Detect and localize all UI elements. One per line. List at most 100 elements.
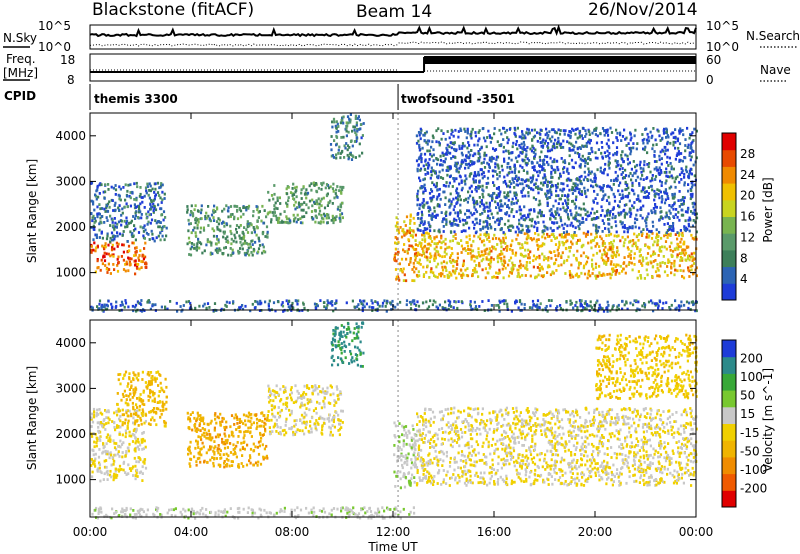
power-cell bbox=[453, 148, 457, 152]
power-cell bbox=[303, 306, 306, 310]
power-cell bbox=[448, 198, 451, 202]
power-cell bbox=[464, 166, 467, 170]
power-cell bbox=[582, 127, 585, 130]
power-cell bbox=[565, 240, 568, 244]
power-cell bbox=[570, 273, 573, 277]
power-cell bbox=[639, 206, 643, 210]
power-cell bbox=[114, 193, 117, 196]
power-cell bbox=[652, 127, 655, 130]
power-cell bbox=[90, 245, 93, 248]
power-cell bbox=[515, 210, 518, 214]
power-cell bbox=[96, 259, 99, 263]
power-cell bbox=[296, 213, 299, 217]
power-cell bbox=[532, 188, 535, 192]
power-cell bbox=[510, 309, 513, 313]
power-cell bbox=[446, 246, 449, 250]
power-cell bbox=[565, 230, 568, 234]
power-cell bbox=[412, 216, 415, 220]
power-cell bbox=[616, 160, 619, 163]
power-cell bbox=[504, 149, 508, 153]
power-colorbar-swatch bbox=[722, 183, 736, 201]
power-cell bbox=[633, 171, 636, 175]
power-cell bbox=[669, 248, 672, 252]
power-cell bbox=[424, 132, 427, 135]
velocity-cell bbox=[129, 469, 133, 472]
power-cell bbox=[695, 266, 698, 270]
power-cell bbox=[508, 224, 511, 228]
power-cell bbox=[429, 299, 432, 303]
power-cell bbox=[389, 301, 392, 305]
power-cell bbox=[423, 220, 426, 224]
power-cell bbox=[483, 243, 486, 247]
power-cell bbox=[114, 235, 117, 238]
power-cell bbox=[658, 173, 661, 176]
power-cell bbox=[262, 249, 265, 253]
power-cell bbox=[100, 221, 103, 225]
power-cell bbox=[137, 256, 140, 260]
power-cell bbox=[511, 252, 514, 255]
power-cell bbox=[664, 198, 667, 202]
power-cell bbox=[528, 212, 531, 216]
power-cell bbox=[496, 260, 500, 264]
power-cell bbox=[580, 190, 583, 193]
power-cell bbox=[336, 185, 339, 188]
power-cell bbox=[540, 265, 543, 269]
power-cell bbox=[411, 268, 414, 271]
power-cell bbox=[492, 174, 495, 178]
power-cell bbox=[345, 129, 348, 133]
power-cell bbox=[673, 259, 676, 263]
power-cell bbox=[618, 167, 621, 171]
power-cell bbox=[524, 155, 527, 159]
power-cell bbox=[607, 144, 610, 148]
power-cell bbox=[112, 253, 115, 257]
power-cell bbox=[566, 167, 569, 171]
power-cell bbox=[613, 234, 616, 238]
power-cell bbox=[688, 172, 691, 176]
power-cell bbox=[148, 196, 151, 200]
power-cell bbox=[362, 122, 365, 125]
power-cell bbox=[665, 214, 668, 217]
power-cell bbox=[614, 152, 617, 155]
power-cell bbox=[624, 153, 627, 157]
power-cell bbox=[438, 240, 441, 244]
power-cell bbox=[346, 124, 349, 128]
power-cell bbox=[632, 239, 635, 242]
power-cell bbox=[212, 211, 215, 214]
power-cell bbox=[482, 239, 485, 243]
power-cell bbox=[255, 205, 258, 208]
power-cell bbox=[500, 164, 503, 168]
power-cell bbox=[445, 146, 448, 150]
power-cell bbox=[512, 181, 515, 184]
power-cell bbox=[328, 201, 331, 205]
power-cell bbox=[433, 236, 436, 239]
power-cell bbox=[455, 218, 458, 222]
power-cell bbox=[142, 230, 145, 233]
power-cell bbox=[294, 200, 297, 204]
power-cell bbox=[425, 255, 428, 259]
power-cell bbox=[503, 157, 506, 161]
power-cell bbox=[547, 134, 550, 137]
power-cell bbox=[626, 212, 629, 216]
power-cell bbox=[616, 174, 619, 178]
power-cell bbox=[272, 301, 276, 305]
power-cell bbox=[601, 274, 604, 277]
power-cell bbox=[636, 218, 639, 221]
power-cell bbox=[639, 207, 642, 211]
power-cell bbox=[584, 129, 587, 132]
power-cell bbox=[570, 188, 573, 192]
power-cell bbox=[524, 254, 527, 258]
power-cell bbox=[355, 123, 358, 127]
power-cell bbox=[192, 228, 195, 232]
power-cell bbox=[564, 129, 567, 133]
power-cell bbox=[212, 216, 215, 219]
power-cell bbox=[674, 135, 677, 139]
power-cell bbox=[312, 217, 315, 221]
power-cell bbox=[365, 302, 368, 306]
power-cell bbox=[570, 221, 573, 225]
power-cell bbox=[653, 240, 656, 244]
power-cell bbox=[584, 208, 587, 212]
velocity-cell bbox=[102, 419, 105, 423]
power-cell bbox=[578, 263, 581, 267]
power-cell bbox=[510, 158, 513, 162]
power-cell bbox=[453, 177, 456, 180]
